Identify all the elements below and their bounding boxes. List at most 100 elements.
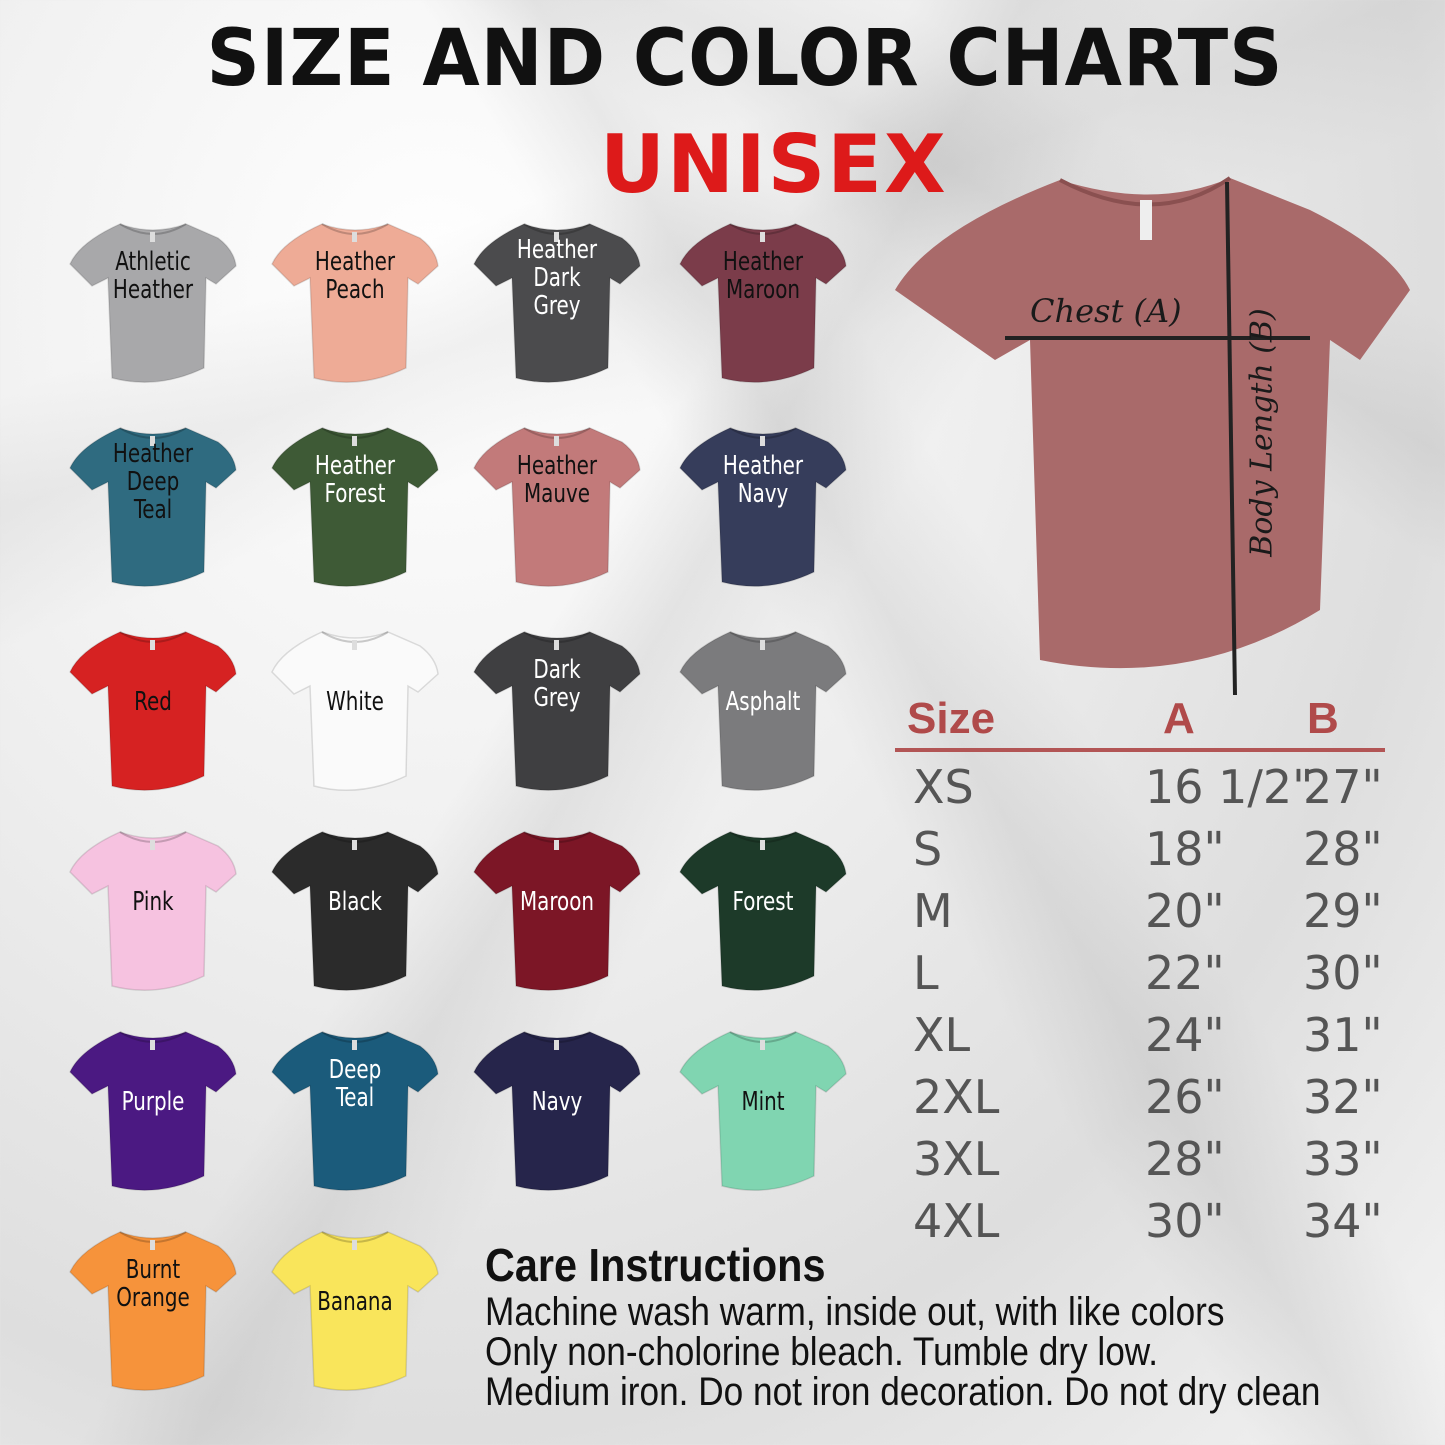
tshirt-icon [679,223,847,383]
color-name-line: Heather [722,451,804,481]
chest-cell: 24" [1145,1008,1225,1062]
size-row: XL 24" 31" [895,1000,1385,1062]
color-name: Pink [81,888,226,916]
tshirt-icon [69,631,237,791]
color-name-line: Teal [335,1083,375,1113]
color-name: Deep Teal [283,1056,428,1112]
subtitle: UNISEX [600,118,948,211]
length-cell: 28" [1303,822,1383,876]
color-name-line: Black [328,887,382,917]
color-name-line: Maroon [520,887,594,917]
color-swatch: Deep Teal [270,1026,440,1196]
color-name: Heather Maroon [691,248,836,304]
tshirt-icon [473,1031,641,1191]
color-name-line: Maroon [726,275,800,305]
color-name-line: Heather [722,247,804,277]
color-name-line: Heather [516,235,598,265]
color-name-line: Pink [132,887,174,917]
color-name: Navy [485,1088,630,1116]
color-name-line: Deep [328,1055,382,1085]
color-swatch: Black [270,826,440,996]
color-name: Heather Deep Teal [81,440,226,524]
color-name-line: Purple [121,1087,185,1117]
tshirt-icon [473,427,641,587]
tshirt-icon [69,831,237,991]
color-name-line: Forest [732,887,794,917]
tshirt-icon [679,1031,847,1191]
color-name: Heather Forest [283,452,428,508]
size-cell: XL [913,1008,971,1062]
color-name-line: Banana [317,1287,393,1317]
size-row: S 18" 28" [895,814,1385,876]
color-name-line: Heather [112,275,194,305]
color-swatch: Navy [472,1026,642,1196]
color-swatch: Forest [678,826,848,996]
color-name: Heather Mauve [485,452,630,508]
size-row: L 22" 30" [895,938,1385,1000]
color-name-line: Heather [314,247,396,277]
header-size: Size [907,694,996,743]
color-name-line: Peach [325,275,385,305]
size-cell: L [913,946,939,1000]
tshirt-icon [271,631,439,791]
size-row: 4XL 30" 34" [895,1186,1385,1248]
color-name: Asphalt [691,688,836,716]
tshirt-icon [473,223,641,383]
tshirt-icon [679,831,847,991]
tshirt-icon [271,427,439,587]
color-swatch: Red [68,626,238,796]
color-name-line: Teal [133,495,173,525]
care-instructions: Care Instructions Machine wash warm, ins… [485,1238,1434,1412]
chest-cell: 20" [1145,884,1225,938]
color-swatch: Heather Deep Teal [68,422,238,592]
length-cell: 29" [1303,884,1383,938]
color-swatch: Pink [68,826,238,996]
color-name-line: Asphalt [725,687,801,717]
length-cell: 27" [1303,760,1383,814]
tshirt-icon [271,223,439,383]
color-name: Heather Peach [283,248,428,304]
color-name-line: Heather [314,451,396,481]
color-swatch: Banana [270,1226,440,1396]
color-swatch: Heather Navy [678,422,848,592]
color-swatch: Asphalt [678,626,848,796]
color-swatch: Maroon [472,826,642,996]
size-cell: 3XL [913,1132,1000,1186]
color-name: Burnt Orange [81,1256,226,1312]
color-name-line: Mauve [524,479,590,509]
color-name: White [283,688,428,716]
size-row: M 20" 29" [895,876,1385,938]
size-row: XS 16 1/2" 27" [895,752,1385,814]
chest-cell: 26" [1145,1070,1225,1124]
care-heading: Care Instructions [485,1239,826,1291]
care-line: Only non-cholorine bleach. Tumble dry lo… [485,1330,1159,1374]
color-name: Black [283,888,428,916]
color-name-line: Grey [533,291,581,321]
chest-label: Chest (A) [1030,292,1182,330]
size-cell: 4XL [913,1194,1000,1248]
color-name: Red [81,688,226,716]
tshirt-icon [271,1031,439,1191]
color-name: Purple [81,1088,226,1116]
color-swatch: Mint [678,1026,848,1196]
measurement-diagram: Chest (A) Body Length (B) [890,170,1420,700]
chest-cell: 28" [1145,1132,1225,1186]
color-name-line: Forest [324,479,386,509]
color-name: Mint [691,1088,836,1116]
header-b: B [1307,694,1339,743]
size-cell: S [913,822,943,876]
size-table: Size A B XS 16 1/2" 27" S 18" 28" M 20" 29" L 22" 3… [895,690,1385,1248]
color-name-line: Dark [533,263,581,293]
chest-cell: 22" [1145,946,1225,1000]
color-name-line: Deep [126,467,180,497]
color-swatch: Burnt Orange [68,1226,238,1396]
color-name: Maroon [485,888,630,916]
care-line: Machine wash warm, inside out, with like… [485,1290,1225,1334]
color-name: Dark Grey [485,656,630,712]
color-name-line: Navy [531,1087,583,1117]
tshirt-icon [69,1231,237,1391]
tshirt-icon [271,831,439,991]
chest-cell: 16 1/2" [1145,760,1314,814]
tshirt-icon [473,831,641,991]
length-cell: 34" [1303,1194,1383,1248]
